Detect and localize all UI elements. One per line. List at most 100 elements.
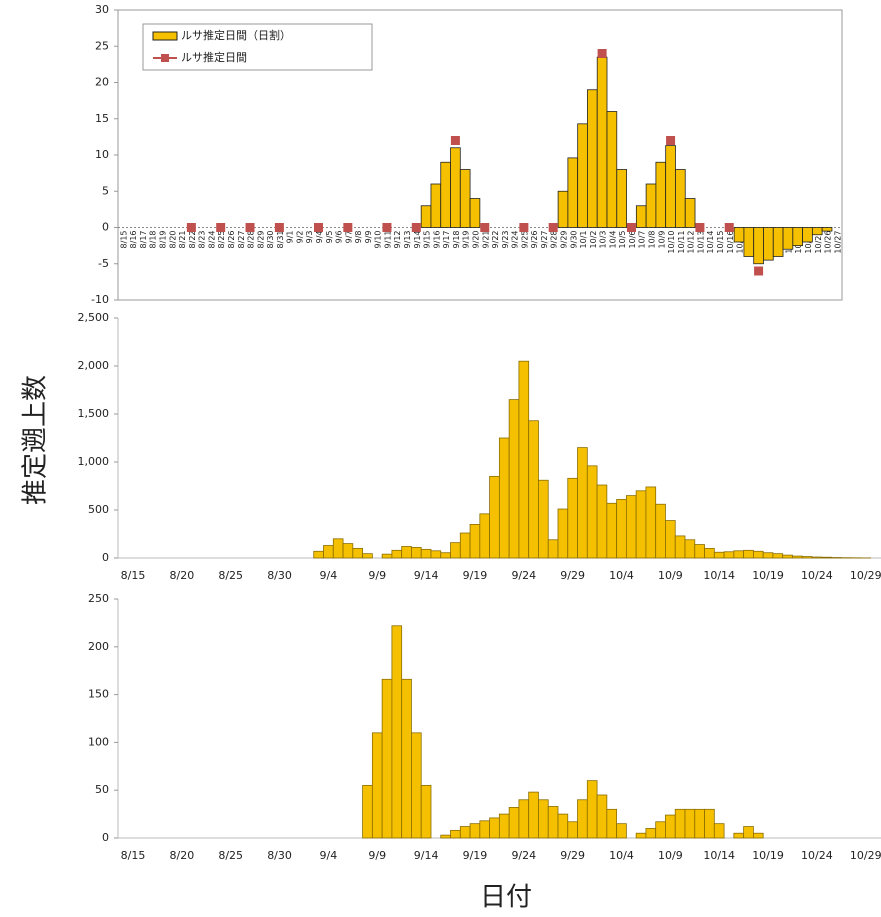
x-tick-label: 8/26 bbox=[227, 231, 236, 249]
bar bbox=[440, 834, 451, 839]
marker bbox=[343, 223, 353, 232]
bar bbox=[752, 550, 764, 559]
bar bbox=[811, 556, 823, 559]
marker bbox=[480, 223, 490, 232]
bar bbox=[713, 551, 725, 559]
bar bbox=[362, 785, 373, 839]
bar bbox=[459, 169, 471, 228]
x-tick-label: 8/25 bbox=[218, 849, 243, 862]
x-tick-label: 10/29 bbox=[850, 569, 881, 582]
bar bbox=[489, 817, 500, 839]
bar bbox=[811, 227, 823, 236]
bar bbox=[391, 549, 403, 559]
bar bbox=[665, 520, 676, 559]
y-tick-label: 200 bbox=[88, 640, 109, 653]
bar bbox=[567, 477, 578, 559]
bar bbox=[557, 813, 569, 839]
x-tick-label: 8/17 bbox=[139, 231, 148, 249]
x-tick-label: 9/7 bbox=[344, 231, 353, 244]
bar bbox=[752, 832, 764, 839]
bar bbox=[743, 227, 755, 257]
x-tick-label: 9/12 bbox=[393, 231, 402, 249]
bar bbox=[362, 553, 373, 559]
x-tick-label: 10/16 bbox=[726, 231, 735, 254]
x-tick-label: 8/30 bbox=[267, 849, 292, 862]
bar bbox=[459, 532, 471, 559]
bar bbox=[743, 826, 754, 839]
x-tick-label: 10/26 bbox=[824, 231, 833, 254]
bar bbox=[332, 538, 344, 559]
bar bbox=[469, 524, 481, 559]
x-tick-label: 8/28 bbox=[247, 231, 256, 249]
bar bbox=[625, 495, 637, 559]
bar bbox=[587, 89, 598, 228]
bar bbox=[538, 799, 549, 839]
bar bbox=[713, 823, 725, 839]
marker bbox=[666, 136, 676, 145]
x-tick-label: 9/23 bbox=[501, 231, 510, 249]
y-tick-label: 1,000 bbox=[78, 455, 110, 468]
bar bbox=[782, 554, 793, 559]
x-tick-label: 8/23 bbox=[198, 231, 207, 249]
bar bbox=[498, 813, 510, 839]
bar bbox=[684, 198, 696, 228]
bar bbox=[586, 780, 598, 839]
x-tick-label: 10/1 bbox=[579, 231, 588, 249]
y-tick-label: -10 bbox=[91, 293, 109, 306]
y-tick-label: 50 bbox=[95, 783, 109, 796]
marker bbox=[313, 223, 323, 232]
y-tick-label: 1,500 bbox=[78, 407, 110, 420]
x-tick-label: 9/4 bbox=[320, 569, 338, 582]
x-tick-label: 9/24 bbox=[511, 849, 536, 862]
x-tick-label: 8/24 bbox=[207, 231, 216, 249]
bar bbox=[675, 169, 686, 228]
bar bbox=[528, 420, 539, 559]
y-tick-label: 100 bbox=[88, 735, 109, 748]
bar bbox=[401, 678, 412, 839]
marker bbox=[695, 223, 705, 232]
bar bbox=[440, 552, 451, 559]
x-axis-label: 日付 bbox=[480, 883, 532, 913]
x-tick-label: 10/27 bbox=[833, 231, 842, 254]
y-axis-label: 推定遡上数 bbox=[21, 375, 51, 505]
bar bbox=[420, 785, 432, 839]
x-tick-label: 10/29 bbox=[850, 849, 881, 862]
x-tick-label: 9/9 bbox=[368, 569, 386, 582]
x-tick-label: 8/16 bbox=[129, 231, 138, 249]
bar bbox=[323, 545, 334, 559]
marker bbox=[519, 223, 529, 232]
bar bbox=[430, 183, 442, 228]
marker bbox=[450, 136, 460, 145]
y-tick-label: 15 bbox=[95, 112, 109, 125]
x-tick-label: 10/24 bbox=[801, 849, 833, 862]
bar bbox=[371, 732, 383, 839]
x-tick-label: 9/4 bbox=[315, 231, 324, 244]
y-tick-label: 30 bbox=[95, 3, 109, 16]
x-tick-label: 10/9 bbox=[657, 231, 666, 249]
bar bbox=[586, 465, 598, 559]
bar bbox=[567, 821, 578, 839]
bar bbox=[801, 556, 813, 559]
x-tick-label: 9/18 bbox=[452, 231, 461, 249]
y-tick-label: 0 bbox=[102, 831, 109, 844]
x-tick-label: 9/29 bbox=[559, 231, 568, 249]
x-tick-label: 9/19 bbox=[463, 849, 488, 862]
x-tick-label: 10/14 bbox=[703, 569, 735, 582]
bar bbox=[596, 484, 608, 559]
bar bbox=[391, 625, 403, 839]
x-tick-label: 10/13 bbox=[696, 231, 705, 254]
bar bbox=[342, 543, 354, 559]
x-tick-label: 10/9 bbox=[658, 849, 683, 862]
bar bbox=[547, 806, 559, 839]
x-tick-label: 10/19 bbox=[752, 569, 784, 582]
y-tick-label: 10 bbox=[95, 148, 109, 161]
bar bbox=[459, 826, 471, 839]
bar bbox=[753, 227, 764, 265]
marker bbox=[186, 223, 196, 232]
x-tick-label: 8/25 bbox=[218, 569, 243, 582]
bar bbox=[411, 547, 422, 559]
marker bbox=[548, 223, 558, 232]
x-tick-label: 10/3 bbox=[599, 231, 608, 249]
x-tick-label: 10/15 bbox=[716, 231, 725, 254]
x-tick-label: 8/18 bbox=[149, 231, 158, 249]
